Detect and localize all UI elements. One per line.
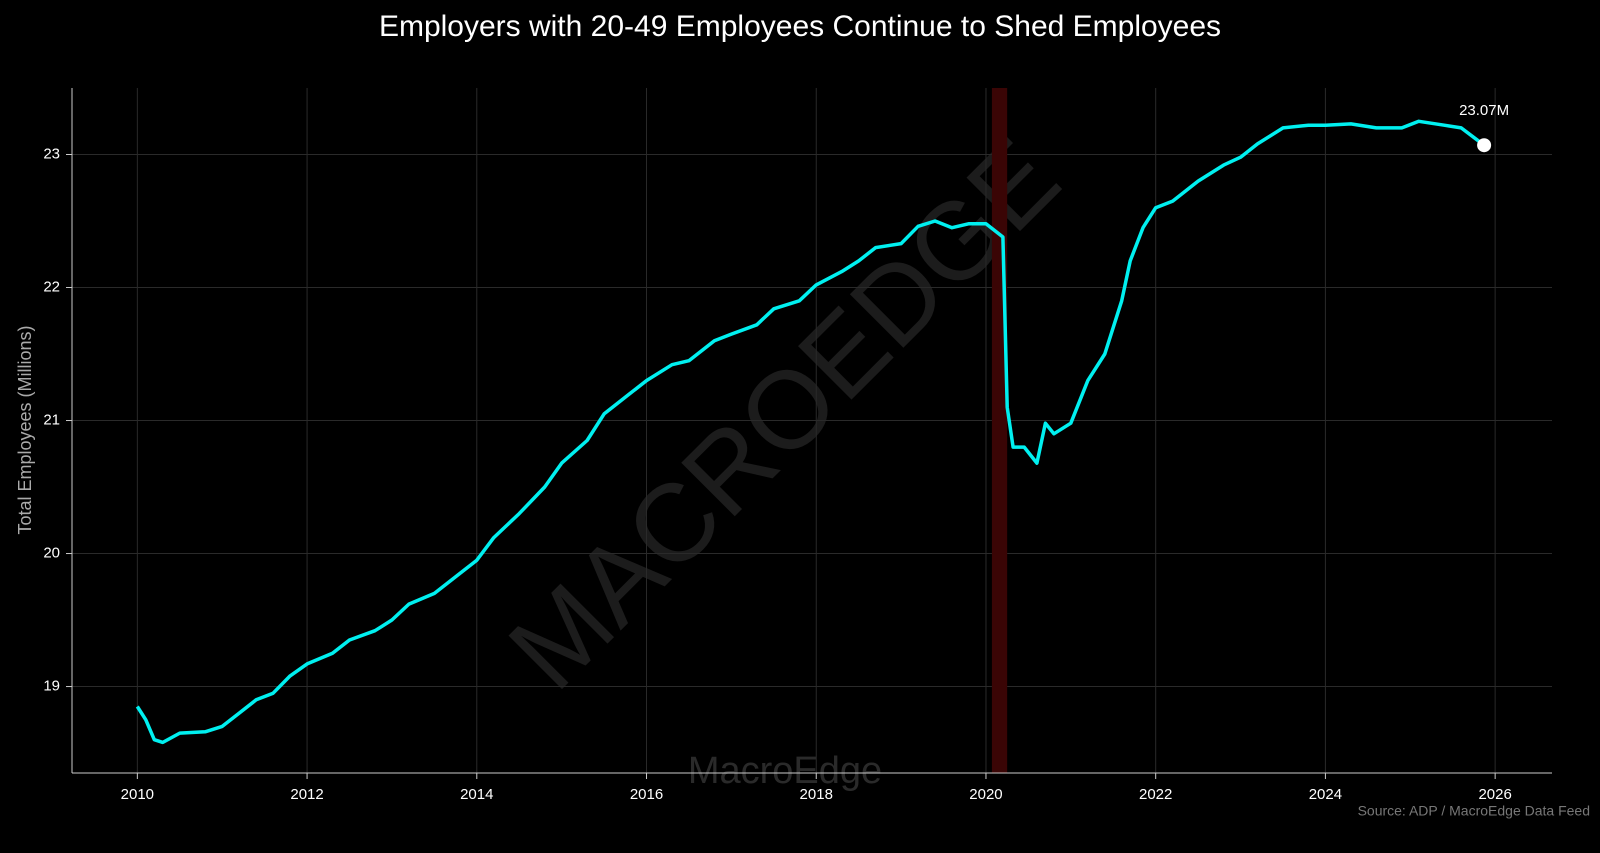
x-tick-label: 2022 (1139, 786, 1172, 803)
x-tick-label: 2012 (290, 786, 323, 803)
x-tick-label: 2024 (1309, 786, 1342, 803)
annotation: 23.07M (1459, 102, 1509, 119)
x-tick-label: 2016 (630, 786, 663, 803)
line (135, 119, 1486, 745)
end-marker (1477, 138, 1492, 153)
y-tick-label: 23 (43, 145, 60, 162)
x-tick-label: 2010 (121, 786, 154, 803)
x-tick-label: 2020 (969, 786, 1002, 803)
y-tick-label: 19 (43, 678, 60, 695)
y-tick-label: 22 (43, 278, 60, 295)
recession-band (991, 88, 1008, 773)
y-axis-label: Total Employees (Millions) (15, 325, 35, 534)
x-tick-label: 2014 (460, 786, 493, 803)
chart-title: Employers with 20-49 Employees Continue … (379, 10, 1221, 43)
x-tick-label: 2026 (1478, 786, 1511, 803)
y-tick-label: 21 (43, 411, 60, 428)
x-tick-label: 2018 (800, 786, 833, 803)
source: Source: ADP / MacroEdge Data Feed (1358, 803, 1590, 819)
y-tick-label: 20 (43, 545, 60, 562)
watermark: MacroEdge (688, 750, 882, 792)
